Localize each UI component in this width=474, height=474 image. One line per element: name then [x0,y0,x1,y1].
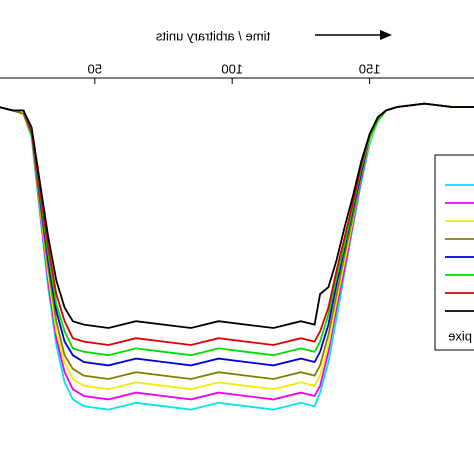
arrow-head [380,30,392,40]
series-line [0,102,474,357]
series-line [0,102,474,380]
legend [434,154,474,351]
x-tick-label: 150 [359,61,381,76]
legend-title: pixe [448,328,472,343]
chart-title: time / arbitrary units [155,28,270,43]
series-line [0,102,474,401]
series-line [0,102,474,411]
series-line [0,102,474,346]
x-tick-label: 50 [88,61,102,76]
x-tick-label: 100 [221,61,243,76]
series-line [0,102,474,367]
series-line [0,102,474,329]
